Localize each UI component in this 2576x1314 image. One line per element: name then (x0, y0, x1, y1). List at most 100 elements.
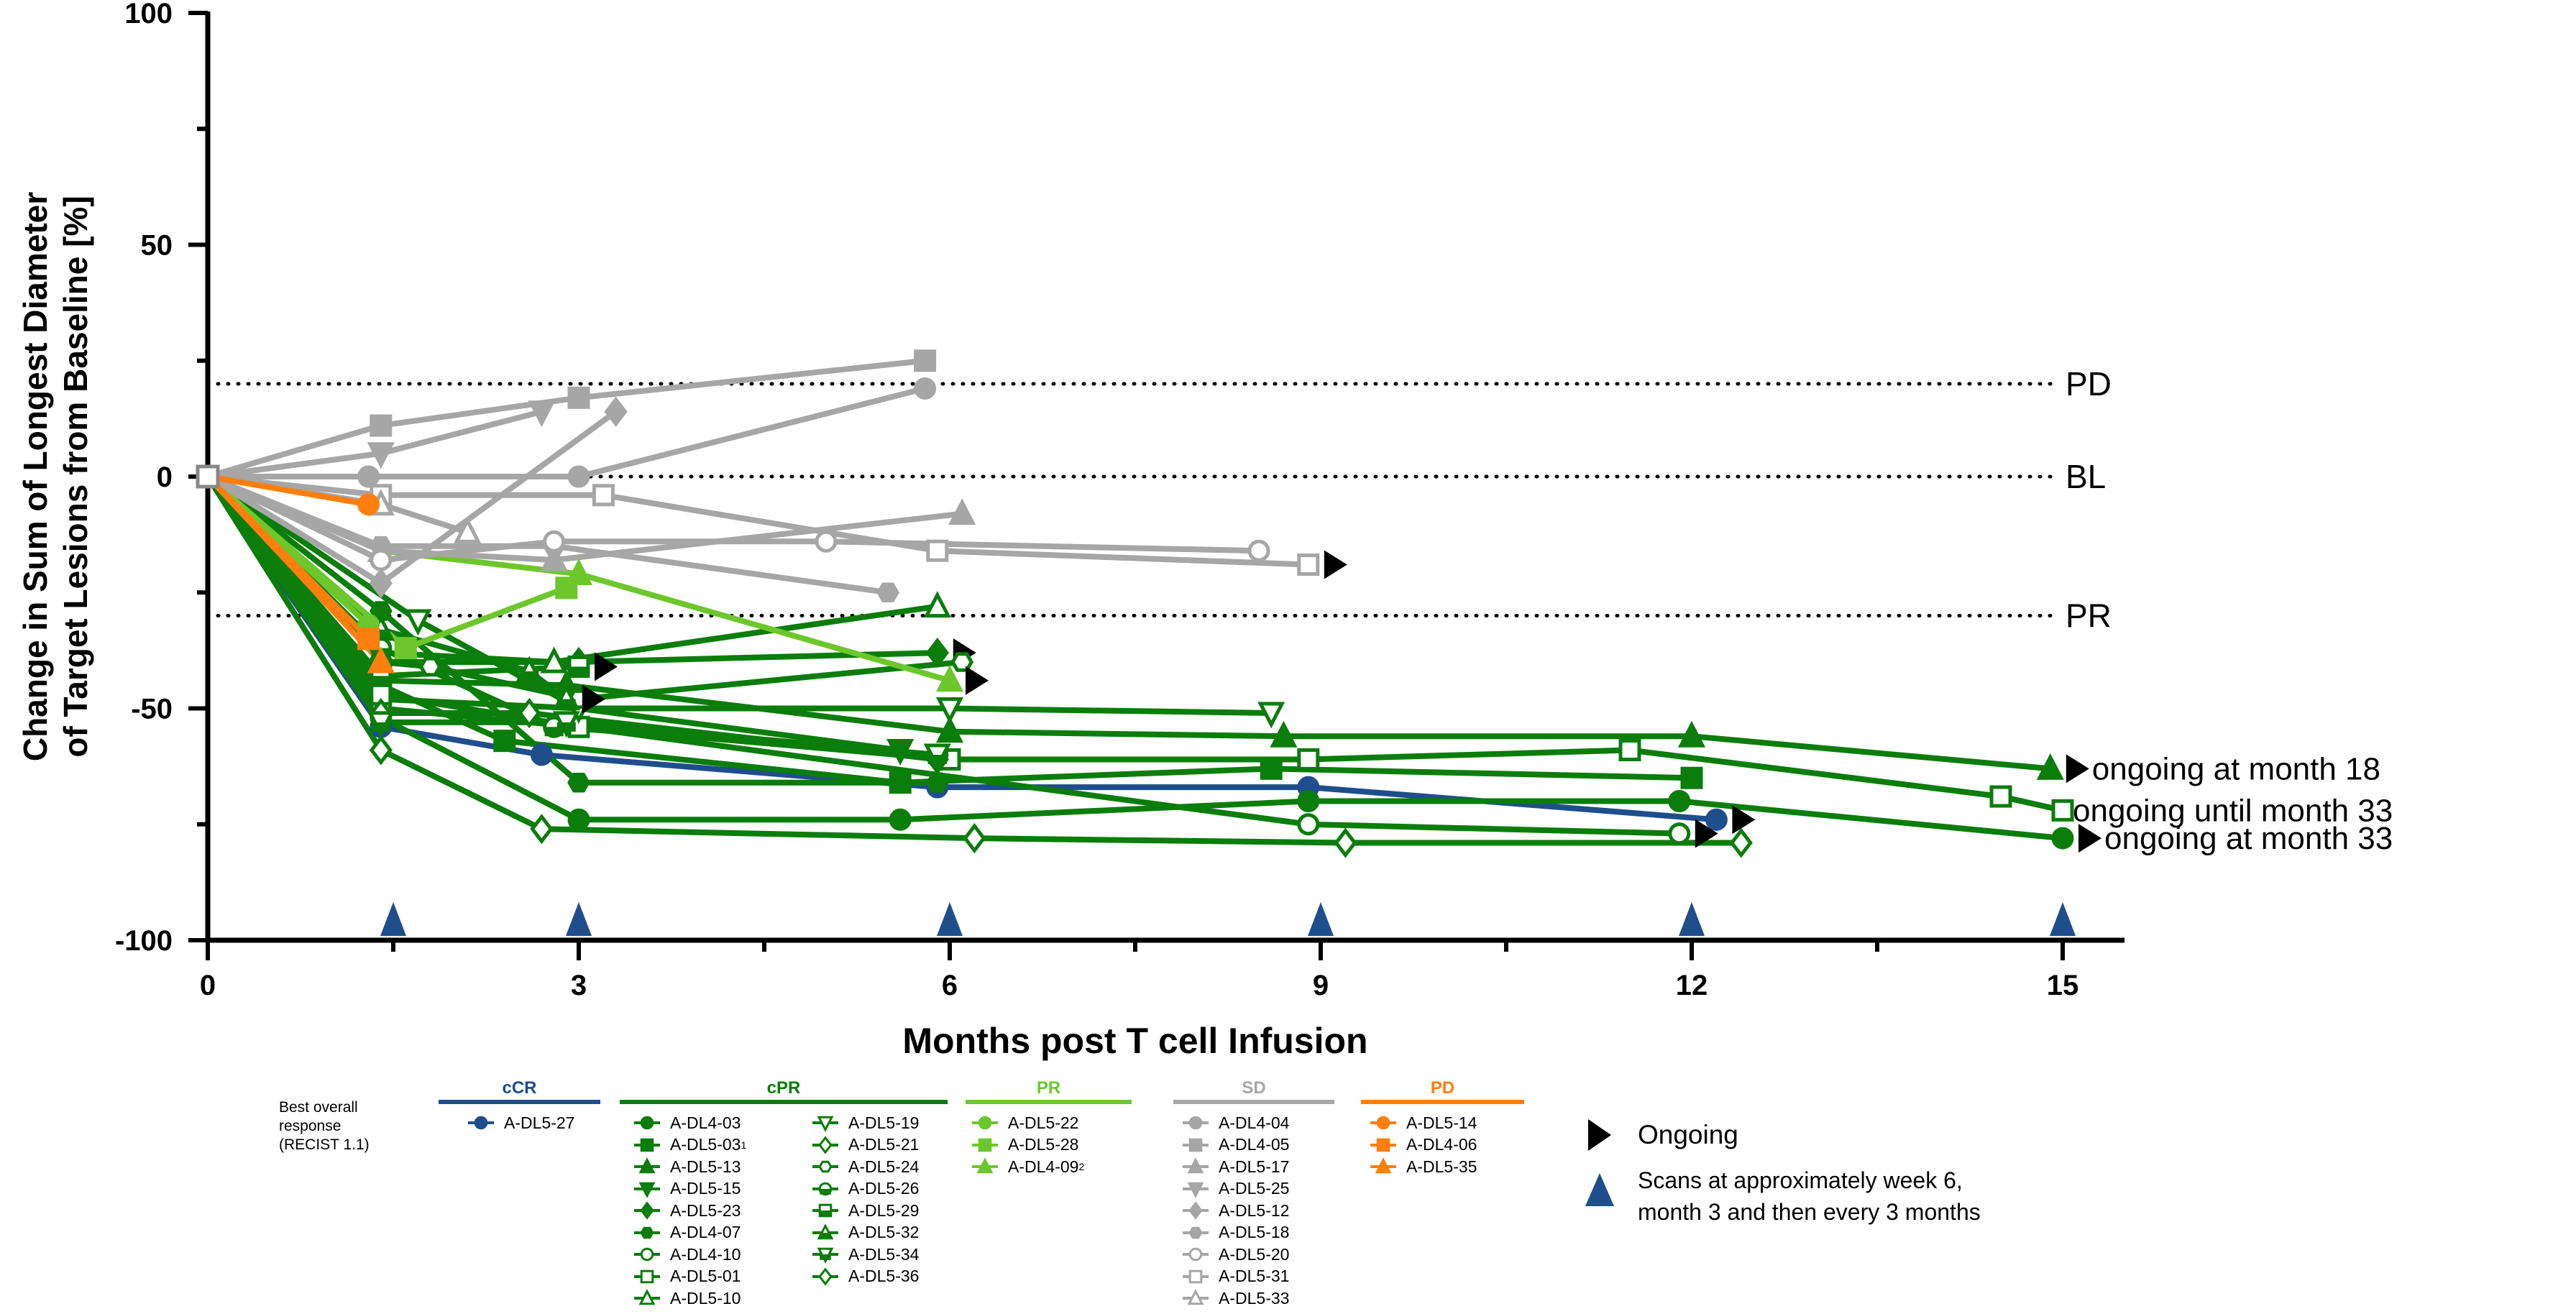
data-point-a-dl5-28 (394, 637, 417, 660)
legend-group-bar (966, 1100, 1132, 1104)
data-point-a-dl4-04 (914, 377, 937, 400)
legend-item-label: A-DL4-03 (670, 1113, 741, 1132)
legend-marker (640, 1247, 654, 1262)
data-point-a-dl5-34-half-fill (556, 722, 576, 732)
legend-item-a-dl5-35: A-DL5-35 (1367, 1157, 1477, 1177)
series-line-a-dl5-14 (207, 474, 370, 507)
legend-marker (1376, 1116, 1390, 1130)
data-point-a-dl5-24 (950, 652, 974, 672)
scan-icon (1585, 1173, 1614, 1206)
legend-marker-shape (1188, 1226, 1203, 1239)
x-tick-label: 0 (200, 970, 216, 1001)
series-line-a-dl5-01 (205, 474, 2063, 814)
y-tick-label: 0 (157, 461, 173, 493)
legend-marker (1188, 1116, 1203, 1130)
x-tick-label: 15 (2047, 970, 2079, 1001)
series-line-a-dl5-36 (205, 474, 1741, 846)
series-line-a-dl4-05 (206, 357, 926, 479)
data-point-a-dl4-04 (357, 465, 380, 488)
legend-item-a-dl5-23: A-DL5-23 (631, 1200, 741, 1221)
legend-marker-icon (634, 1226, 660, 1239)
data-point-a-dl5-13 (1270, 720, 1298, 748)
y-axis-label-line2: of Target Lesions from Baseline [%] (57, 196, 94, 757)
legend-marker-shape-half-fill (820, 1254, 831, 1260)
legend-marker (1375, 1157, 1392, 1174)
ongoing-icon (1732, 805, 1756, 835)
data-point-a-dl5-14 (357, 493, 380, 516)
legend-item-label: A-DL5-20 (1219, 1244, 1290, 1264)
y-tick-label: -100 (115, 925, 173, 957)
legend-marker-icon (1183, 1247, 1209, 1262)
legend-marker (1188, 1201, 1203, 1220)
data-point-a-dl4-07 (369, 601, 393, 621)
legend-item-label: A-DL5-23 (670, 1200, 741, 1220)
x-axis-label: Months post T cell Infusion (902, 1021, 1367, 1061)
scan-icon (1679, 902, 1705, 936)
series-line-a-dl4-04 (208, 385, 926, 479)
legend-marker-icon (812, 1267, 838, 1286)
series-note: ongoing at month 33 (2104, 821, 2393, 856)
legend-marker-icon (972, 1138, 998, 1152)
data-point-a-dl5-12 (369, 568, 393, 599)
legend-marker-shape (1188, 1201, 1203, 1220)
legend-item-label: A-DL4-09 (1008, 1157, 1079, 1176)
data-point-a-dl5-34-half-fill (927, 755, 947, 764)
data-point-a-dl5-13 (1677, 720, 1706, 748)
legend-marker (640, 1138, 654, 1152)
legend-marker-icon (1183, 1269, 1209, 1283)
legend-marker-shape (976, 1157, 994, 1174)
legend-item-a-dl4-06: A-DL4-06 (1367, 1135, 1477, 1155)
axes: 100 50 0 -50 -100 0 3 6 9 12 15 (115, 0, 2124, 1001)
legend-marker (640, 1226, 654, 1239)
legend-marker-shape (638, 1289, 656, 1305)
data-point-a-dl4-03 (2051, 827, 2074, 850)
legend-item-label: A-DL5-33 (1219, 1288, 1290, 1308)
legend-marker-shape-half-fill (820, 1210, 831, 1216)
ongoing-icon (2078, 824, 2101, 853)
legend-marker-shape (640, 1226, 654, 1239)
legend-marker (1188, 1138, 1203, 1152)
data-point-a-dl5-29-half-fill (371, 676, 390, 686)
data-point-a-dl4-07 (567, 772, 590, 793)
legend-marker-icon (1370, 1157, 1396, 1174)
legend-marker (638, 1157, 656, 1174)
legend-marker-icon (634, 1116, 660, 1130)
legend-marker-icon (634, 1201, 660, 1220)
legend-item-a-dl5-31: A-DL5-31 (1180, 1267, 1289, 1287)
legend-marker-shape (1188, 1269, 1203, 1283)
legend-item-a-dl5-29: A-DL5-29 (810, 1200, 919, 1221)
legend-item-label: A-DL5-12 (1219, 1200, 1290, 1220)
ongoing-icon (1588, 1119, 1611, 1151)
legend-marker (978, 1138, 992, 1152)
data-point-a-dl5-01 (1297, 748, 1320, 771)
reference-label-bl: BL (2066, 458, 2106, 495)
legend-marker-shape (638, 1157, 656, 1174)
legend-item-a-dl5-21: A-DL5-21 (810, 1135, 919, 1155)
legend-item-a-dl4-10: A-DL4-10 (631, 1244, 741, 1264)
legend-item-label: A-DL5-34 (848, 1244, 920, 1264)
data-point-a-dl5-19 (935, 697, 964, 724)
data-point-a-dl5-24 (418, 656, 442, 677)
legend-item-label: A-DL5-03 (670, 1135, 741, 1154)
series-markers: ongoing at month 33 ongoing at month 18 on… (196, 349, 2393, 858)
legend-item-a-dl5-33: A-DL5-33 (1180, 1288, 1289, 1308)
legend-marker (1187, 1182, 1204, 1198)
legend-marker-icon (1183, 1289, 1209, 1305)
legend-marker (1188, 1269, 1203, 1283)
legend-marker-icon (634, 1247, 660, 1262)
legend-item-a-dl4-09: A-DL4-09 2 (969, 1157, 1084, 1177)
data-point-a-dl5-27 (1705, 808, 1728, 831)
data-point-a-dl5-28 (555, 576, 578, 599)
legend-marker (978, 1116, 992, 1130)
legend-marker-shape (1376, 1138, 1390, 1152)
legend-marker (638, 1289, 656, 1305)
legend-item-a-dl5-18: A-DL5-18 (1180, 1223, 1289, 1243)
data-point-a-dl5-29-half-fill (569, 666, 588, 676)
legend-group-bar (620, 1100, 948, 1104)
legend-title: Best overall response (RECIST 1.1) (279, 1098, 370, 1154)
legend-marker-shape (640, 1201, 654, 1220)
legend-marker (474, 1116, 488, 1130)
legend-marker-icon (1183, 1226, 1209, 1239)
legend-marker (976, 1157, 994, 1174)
